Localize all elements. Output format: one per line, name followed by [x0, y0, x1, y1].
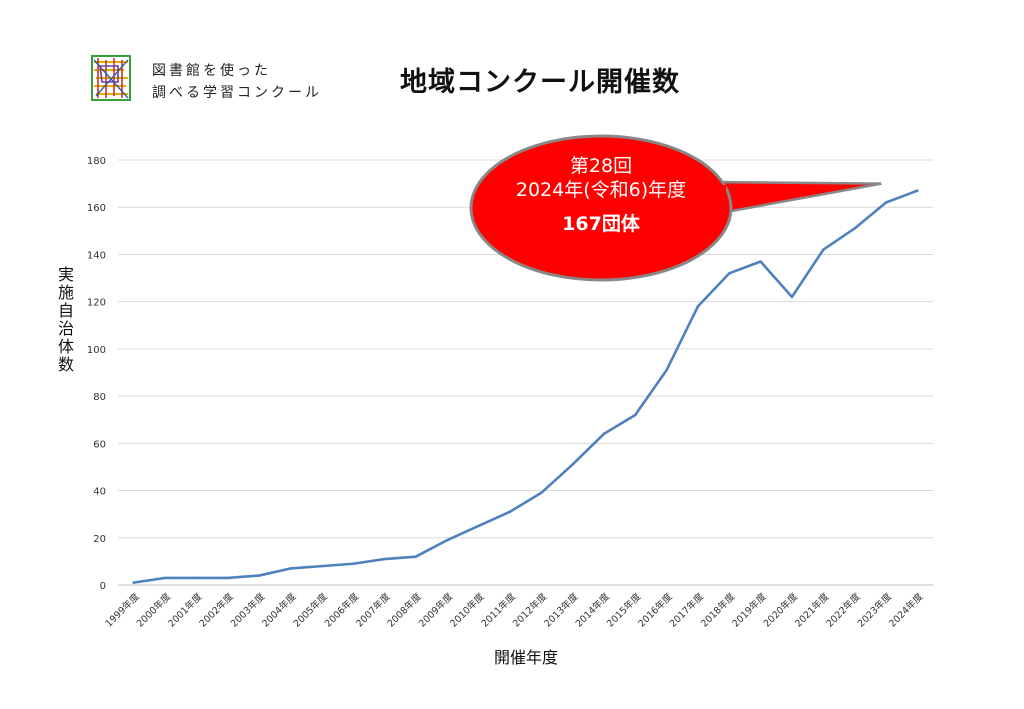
callout-line-1: 第28回 [569, 155, 633, 177]
data-point [539, 491, 543, 495]
data-point [289, 567, 292, 570]
data-point [508, 510, 512, 514]
data-point [445, 538, 449, 542]
data-point [257, 574, 261, 577]
callout-pointer [713, 180, 882, 216]
data-point [728, 272, 731, 275]
data-point [759, 260, 762, 263]
y-tick-label: 20 [93, 534, 106, 545]
logo-text: 図書館を使った 調べる学習コンクール [152, 60, 322, 104]
callout-line-2: 2024年(令和6)年度 [515, 179, 687, 201]
data-point [351, 562, 355, 565]
data-point [414, 555, 417, 558]
logo-line-1: 図書館を使った [152, 63, 271, 79]
data-point [383, 557, 386, 561]
y-tick-label: 40 [93, 487, 106, 498]
data-point [853, 227, 856, 230]
data-point [132, 581, 135, 584]
callout-line-3: 167団体 [562, 213, 640, 235]
data-point [822, 248, 825, 251]
y-tick-label: 0 [100, 581, 106, 592]
data-point [696, 305, 700, 308]
data-point [163, 576, 167, 580]
y-tick-label: 140 [87, 250, 106, 261]
page-title: 地域コンクール開催数 [400, 67, 680, 98]
callout-bubble [469, 134, 733, 282]
y-tick-label: 60 [93, 439, 106, 450]
y-axis-label: 実施自治体数 [57, 265, 74, 374]
y-tick-label: 100 [87, 345, 106, 356]
callout-text: 第28回 2024年(令和6)年度 167団体 [476, 154, 726, 236]
data-point [916, 189, 919, 192]
y-tick-label: 80 [93, 392, 106, 403]
library-logo-icon [91, 55, 131, 101]
data-point [602, 432, 606, 436]
data-point [226, 576, 229, 580]
series-line [132, 189, 919, 584]
x-axis-label: 開催年度 [493, 648, 558, 667]
data-point [634, 413, 637, 417]
data-point [571, 463, 574, 466]
data-point [195, 576, 198, 580]
data-point [884, 201, 888, 204]
logo-line-2: 調べる学習コンクール [152, 85, 322, 101]
x-axis-label-wrap: 開催年度 [0, 644, 1024, 668]
data-point [790, 295, 794, 299]
callout-seam [712, 185, 726, 211]
y-tick-label: 160 [87, 203, 106, 214]
data-point [320, 564, 323, 568]
data-point [665, 368, 668, 372]
x-tick-label: 2024年度 [886, 590, 925, 629]
y-tick-label: 120 [87, 298, 106, 309]
y-tick-label: 180 [87, 156, 106, 167]
data-point [477, 524, 480, 528]
